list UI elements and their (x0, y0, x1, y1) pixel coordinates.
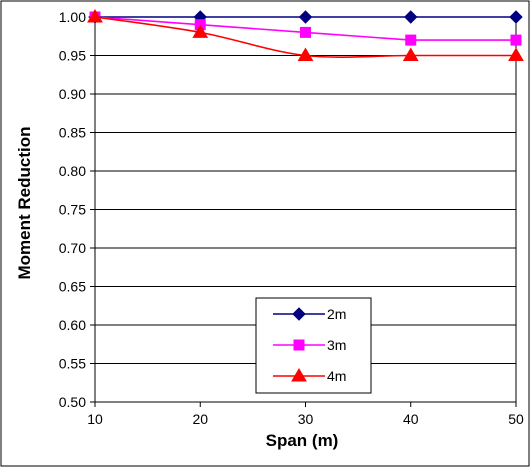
y-tick-label: 0.85 (59, 125, 86, 141)
y-tick-label: 0.65 (59, 279, 86, 295)
y-tick-label: 1.00 (59, 9, 86, 25)
x-axis-title: Span (m) (266, 431, 339, 450)
x-tick-label: 40 (403, 411, 419, 427)
data-point-4m (402, 47, 419, 61)
data-point-3m (300, 26, 311, 38)
data-point-4m (508, 47, 524, 61)
y-tick-label: 0.80 (59, 163, 86, 179)
y-tick-label: 0.95 (59, 48, 86, 64)
data-point-4m (87, 9, 103, 23)
data-point-2m (509, 10, 523, 24)
legend-label-2m: 2m (327, 306, 346, 322)
y-axis-title: Moment Reduction (15, 127, 34, 280)
axes (94, 17, 517, 407)
x-tick-label: 50 (508, 411, 524, 427)
data-point-3m (405, 34, 417, 46)
x-tick-label: 20 (192, 411, 208, 427)
y-tick-label: 0.60 (59, 317, 86, 333)
legend-label-3m: 3m (327, 337, 346, 353)
x-tick-label: 30 (298, 411, 314, 427)
y-tick-label: 0.70 (59, 240, 86, 256)
data-point-4m (297, 47, 314, 61)
y-tick-labels: 0.50 0.55 0.60 0.65 0.70 0.75 0.80 0.85 0.90 0.95… (59, 9, 86, 410)
y-tick-label: 0.55 (59, 356, 86, 372)
legend-marker-4m (291, 368, 307, 382)
legend: 2m 3m 4m (255, 297, 372, 394)
data-point-4m (192, 24, 209, 38)
x-tick-labels: 10 20 30 40 50 (87, 411, 524, 427)
legend-marker-3m (293, 339, 305, 351)
y-tick-label: 0.50 (59, 394, 86, 410)
legend-marker-2m (292, 307, 306, 321)
x-tick-label: 10 (87, 411, 103, 427)
y-tick-label: 0.90 (59, 86, 86, 102)
legend-label-4m: 4m (327, 368, 346, 384)
data-point-2m (404, 10, 418, 24)
y-tick-label: 0.75 (59, 202, 86, 218)
series-markers (87, 9, 524, 61)
data-point-2m (298, 10, 313, 24)
data-point-3m (510, 34, 522, 46)
